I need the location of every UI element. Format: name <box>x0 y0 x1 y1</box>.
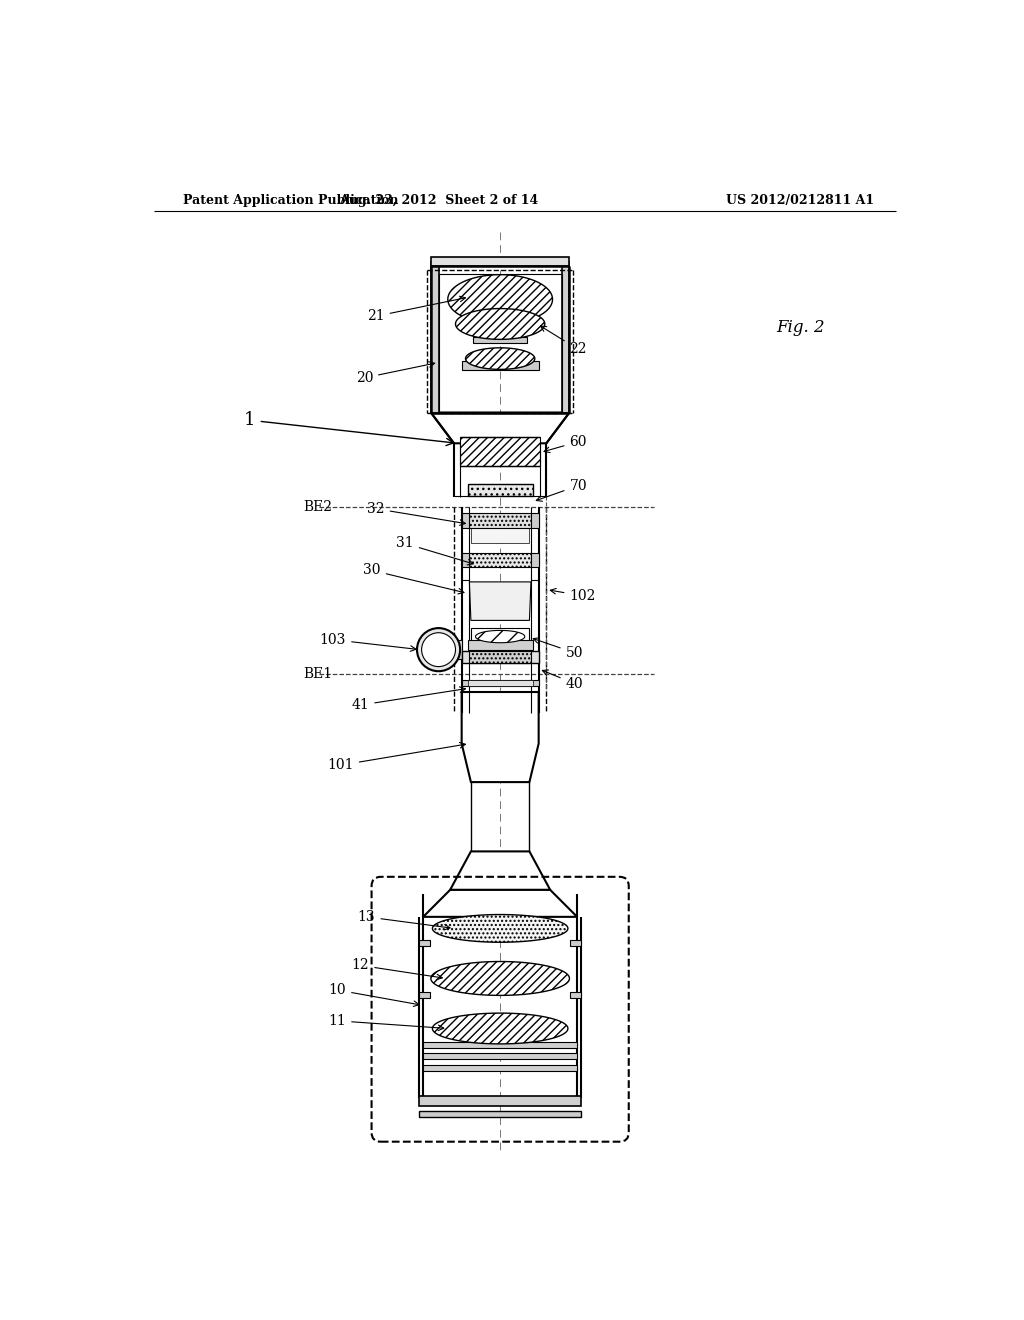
Polygon shape <box>469 582 531 620</box>
Text: 40: 40 <box>543 671 584 690</box>
Text: 70: 70 <box>537 479 587 502</box>
Text: BE2: BE2 <box>303 500 333 515</box>
Polygon shape <box>451 851 550 890</box>
Text: 30: 30 <box>364 564 464 594</box>
Bar <box>469 651 531 663</box>
Bar <box>438 640 462 659</box>
Bar <box>431 257 569 267</box>
Bar <box>423 1053 578 1059</box>
Text: BE1: BE1 <box>303 668 333 681</box>
Polygon shape <box>456 309 545 339</box>
Polygon shape <box>466 348 535 370</box>
Text: 22: 22 <box>541 326 587 356</box>
Bar <box>419 1096 581 1106</box>
Text: 11: 11 <box>329 1014 443 1031</box>
Text: Aug. 23, 2012  Sheet 2 of 14: Aug. 23, 2012 Sheet 2 of 14 <box>339 194 539 207</box>
Text: Fig. 2: Fig. 2 <box>776 319 824 337</box>
Text: 60: 60 <box>544 434 587 453</box>
Text: 13: 13 <box>357 909 450 929</box>
Text: 102: 102 <box>550 589 596 603</box>
Bar <box>468 484 532 496</box>
Bar <box>468 680 532 686</box>
Bar <box>462 651 539 663</box>
Polygon shape <box>431 961 569 995</box>
Bar <box>419 1111 581 1117</box>
Circle shape <box>417 628 460 671</box>
Bar <box>473 337 527 343</box>
Bar <box>570 940 581 946</box>
Bar <box>423 1041 578 1048</box>
Circle shape <box>422 632 456 667</box>
Text: 101: 101 <box>328 742 465 772</box>
Polygon shape <box>475 631 524 643</box>
Text: 12: 12 <box>351 958 442 979</box>
Bar <box>460 437 541 466</box>
Polygon shape <box>431 412 569 444</box>
Bar <box>531 553 539 566</box>
Text: US 2012/0212811 A1: US 2012/0212811 A1 <box>726 194 874 207</box>
Polygon shape <box>432 1014 568 1044</box>
Bar <box>469 553 531 566</box>
Bar <box>462 680 539 686</box>
Text: 21: 21 <box>367 296 466 323</box>
Text: 50: 50 <box>534 638 583 660</box>
Text: 41: 41 <box>351 686 465 711</box>
Bar <box>419 991 430 998</box>
Text: 1: 1 <box>244 412 454 446</box>
Bar <box>562 263 569 412</box>
Text: 32: 32 <box>368 502 465 525</box>
Bar <box>531 512 539 528</box>
Bar <box>462 553 469 566</box>
Bar <box>469 512 531 528</box>
Text: 20: 20 <box>355 362 434 385</box>
Polygon shape <box>447 275 553 323</box>
Bar <box>462 360 539 370</box>
Text: Patent Application Publication: Patent Application Publication <box>183 194 398 207</box>
Polygon shape <box>432 915 568 942</box>
Bar <box>431 263 438 412</box>
Bar <box>468 640 532 649</box>
Text: 103: 103 <box>319 632 416 651</box>
Bar <box>423 1065 578 1071</box>
Text: 10: 10 <box>329 983 419 1006</box>
Bar <box>419 940 430 946</box>
Polygon shape <box>423 890 578 917</box>
Bar <box>462 512 469 528</box>
Bar <box>570 991 581 998</box>
Bar <box>471 521 529 544</box>
Polygon shape <box>462 692 539 781</box>
Bar <box>471 628 529 642</box>
Text: 31: 31 <box>396 536 473 565</box>
